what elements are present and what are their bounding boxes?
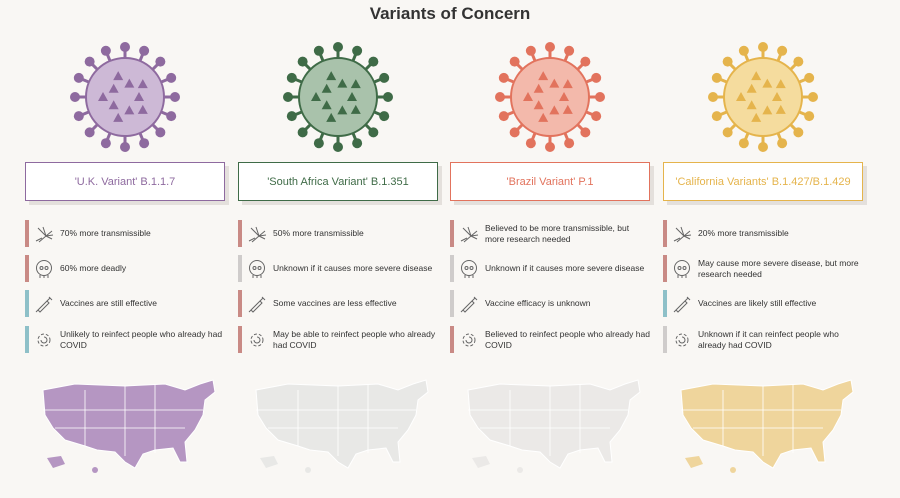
fact-text: Unlikely to reinfect people who already …	[60, 328, 223, 350]
virus-illustration	[708, 42, 818, 152]
fact-text: Vaccines are still effective	[60, 298, 158, 308]
skull-icon	[36, 259, 52, 278]
virus-illustration	[495, 42, 605, 152]
gear-icon	[250, 333, 264, 346]
fact-text: 70% more transmissible	[60, 228, 151, 238]
spread-icon	[673, 226, 692, 242]
page-title: Variants of Concern	[369, 4, 531, 23]
status-bar	[238, 290, 242, 317]
fact-item: Vaccine efficacy is unknown	[450, 290, 650, 317]
status-bar	[25, 326, 29, 353]
fact-text: Unknown if it can reinfect people who al…	[698, 328, 839, 350]
fact-item: Vaccines are likely still effective	[663, 290, 863, 317]
fact-item: 60% more deadly	[25, 255, 225, 282]
fact-item: Unknown if it causes more severe disease	[450, 255, 650, 282]
status-bar	[238, 255, 242, 282]
skull-icon	[674, 259, 690, 278]
fact-item: Unlikely to reinfect people who already …	[25, 326, 225, 353]
variant-name-box: 'Brazil Variant' P.1	[450, 162, 650, 201]
skull-icon	[249, 259, 265, 278]
status-bar	[25, 255, 29, 282]
fact-item: Unknown if it can reinfect people who al…	[663, 326, 863, 353]
fact-text: 50% more transmissible	[273, 228, 364, 238]
spread-icon	[35, 226, 54, 242]
variant-column: 'U.K. Variant' B.1.1.7 70% more transmis…	[25, 0, 225, 498]
variant-name-box: 'South Africa Variant' B.1.351	[238, 162, 438, 201]
fact-text: Unknown if it causes more severe disease	[485, 263, 645, 273]
variant-name-box: 'California Variants' B.1.427/B.1.429	[663, 162, 863, 201]
us-map	[255, 379, 429, 473]
fact-text: Vaccine efficacy is unknown	[485, 298, 591, 308]
status-bar	[663, 290, 667, 317]
status-bar	[450, 290, 454, 317]
fact-text: Believed to reinfect people who already …	[485, 328, 650, 350]
fact-item: Unknown if it causes more severe disease	[238, 255, 438, 282]
fact-text: Some vaccines are less effective	[273, 298, 397, 308]
fact-text: Believed to be more transmissible, but m…	[485, 222, 630, 244]
gear-icon	[462, 333, 476, 346]
variant-column: 'Brazil Variant' P.1 Believed to be more…	[450, 0, 650, 498]
fact-item: Believed to reinfect people who already …	[450, 326, 650, 353]
gear-icon	[37, 333, 51, 346]
spread-icon	[460, 226, 479, 242]
fact-item: Believed to be more transmissible, but m…	[450, 220, 650, 247]
status-bar	[663, 326, 667, 353]
gear-icon	[675, 333, 689, 346]
fact-item: May be able to reinfect people who alrea…	[238, 326, 438, 353]
spread-icon	[248, 226, 267, 242]
skull-icon	[461, 259, 477, 278]
variant-column: 'California Variants' B.1.427/B.1.429 20…	[663, 0, 863, 498]
fact-item: 50% more transmissible	[238, 220, 438, 247]
variant-name: 'South Africa Variant' B.1.351	[267, 175, 409, 188]
syringe-icon	[673, 296, 691, 313]
status-bar	[238, 220, 242, 247]
fact-item: May cause more severe disease, but more …	[663, 255, 863, 282]
syringe-icon	[35, 296, 53, 313]
status-bar	[450, 326, 454, 353]
fact-text: 60% more deadly	[60, 263, 127, 273]
virus-illustration	[283, 42, 393, 152]
fact-item: 70% more transmissible	[25, 220, 225, 247]
status-bar	[663, 255, 667, 282]
variant-name: 'U.K. Variant' B.1.1.7	[74, 175, 176, 188]
fact-text: May be able to reinfect people who alrea…	[273, 328, 436, 350]
status-bar	[25, 220, 29, 247]
variant-name: 'Brazil Variant' P.1	[506, 175, 594, 188]
variant-name-box: 'U.K. Variant' B.1.1.7	[25, 162, 225, 201]
fact-text: 20% more transmissible	[698, 228, 789, 238]
us-map	[680, 379, 854, 473]
fact-text: Vaccines are likely still effective	[698, 298, 817, 308]
variant-column: 'South Africa Variant' B.1.351 50% more …	[238, 0, 438, 498]
status-bar	[25, 290, 29, 317]
fact-item: Vaccines are still effective	[25, 290, 225, 317]
us-map	[467, 379, 641, 473]
fact-item: Some vaccines are less effective	[238, 290, 438, 317]
virus-illustration	[70, 42, 180, 152]
fact-text: Unknown if it causes more severe disease	[273, 263, 433, 273]
status-bar	[238, 326, 242, 353]
status-bar	[450, 220, 454, 247]
fact-item: 20% more transmissible	[663, 220, 863, 247]
status-bar	[663, 220, 667, 247]
status-bar	[450, 255, 454, 282]
us-map	[42, 379, 216, 473]
fact-text: May cause more severe disease, but more …	[698, 257, 859, 279]
syringe-icon	[248, 296, 266, 313]
syringe-icon	[460, 296, 478, 313]
variant-name: 'California Variants' B.1.427/B.1.429	[675, 175, 851, 188]
